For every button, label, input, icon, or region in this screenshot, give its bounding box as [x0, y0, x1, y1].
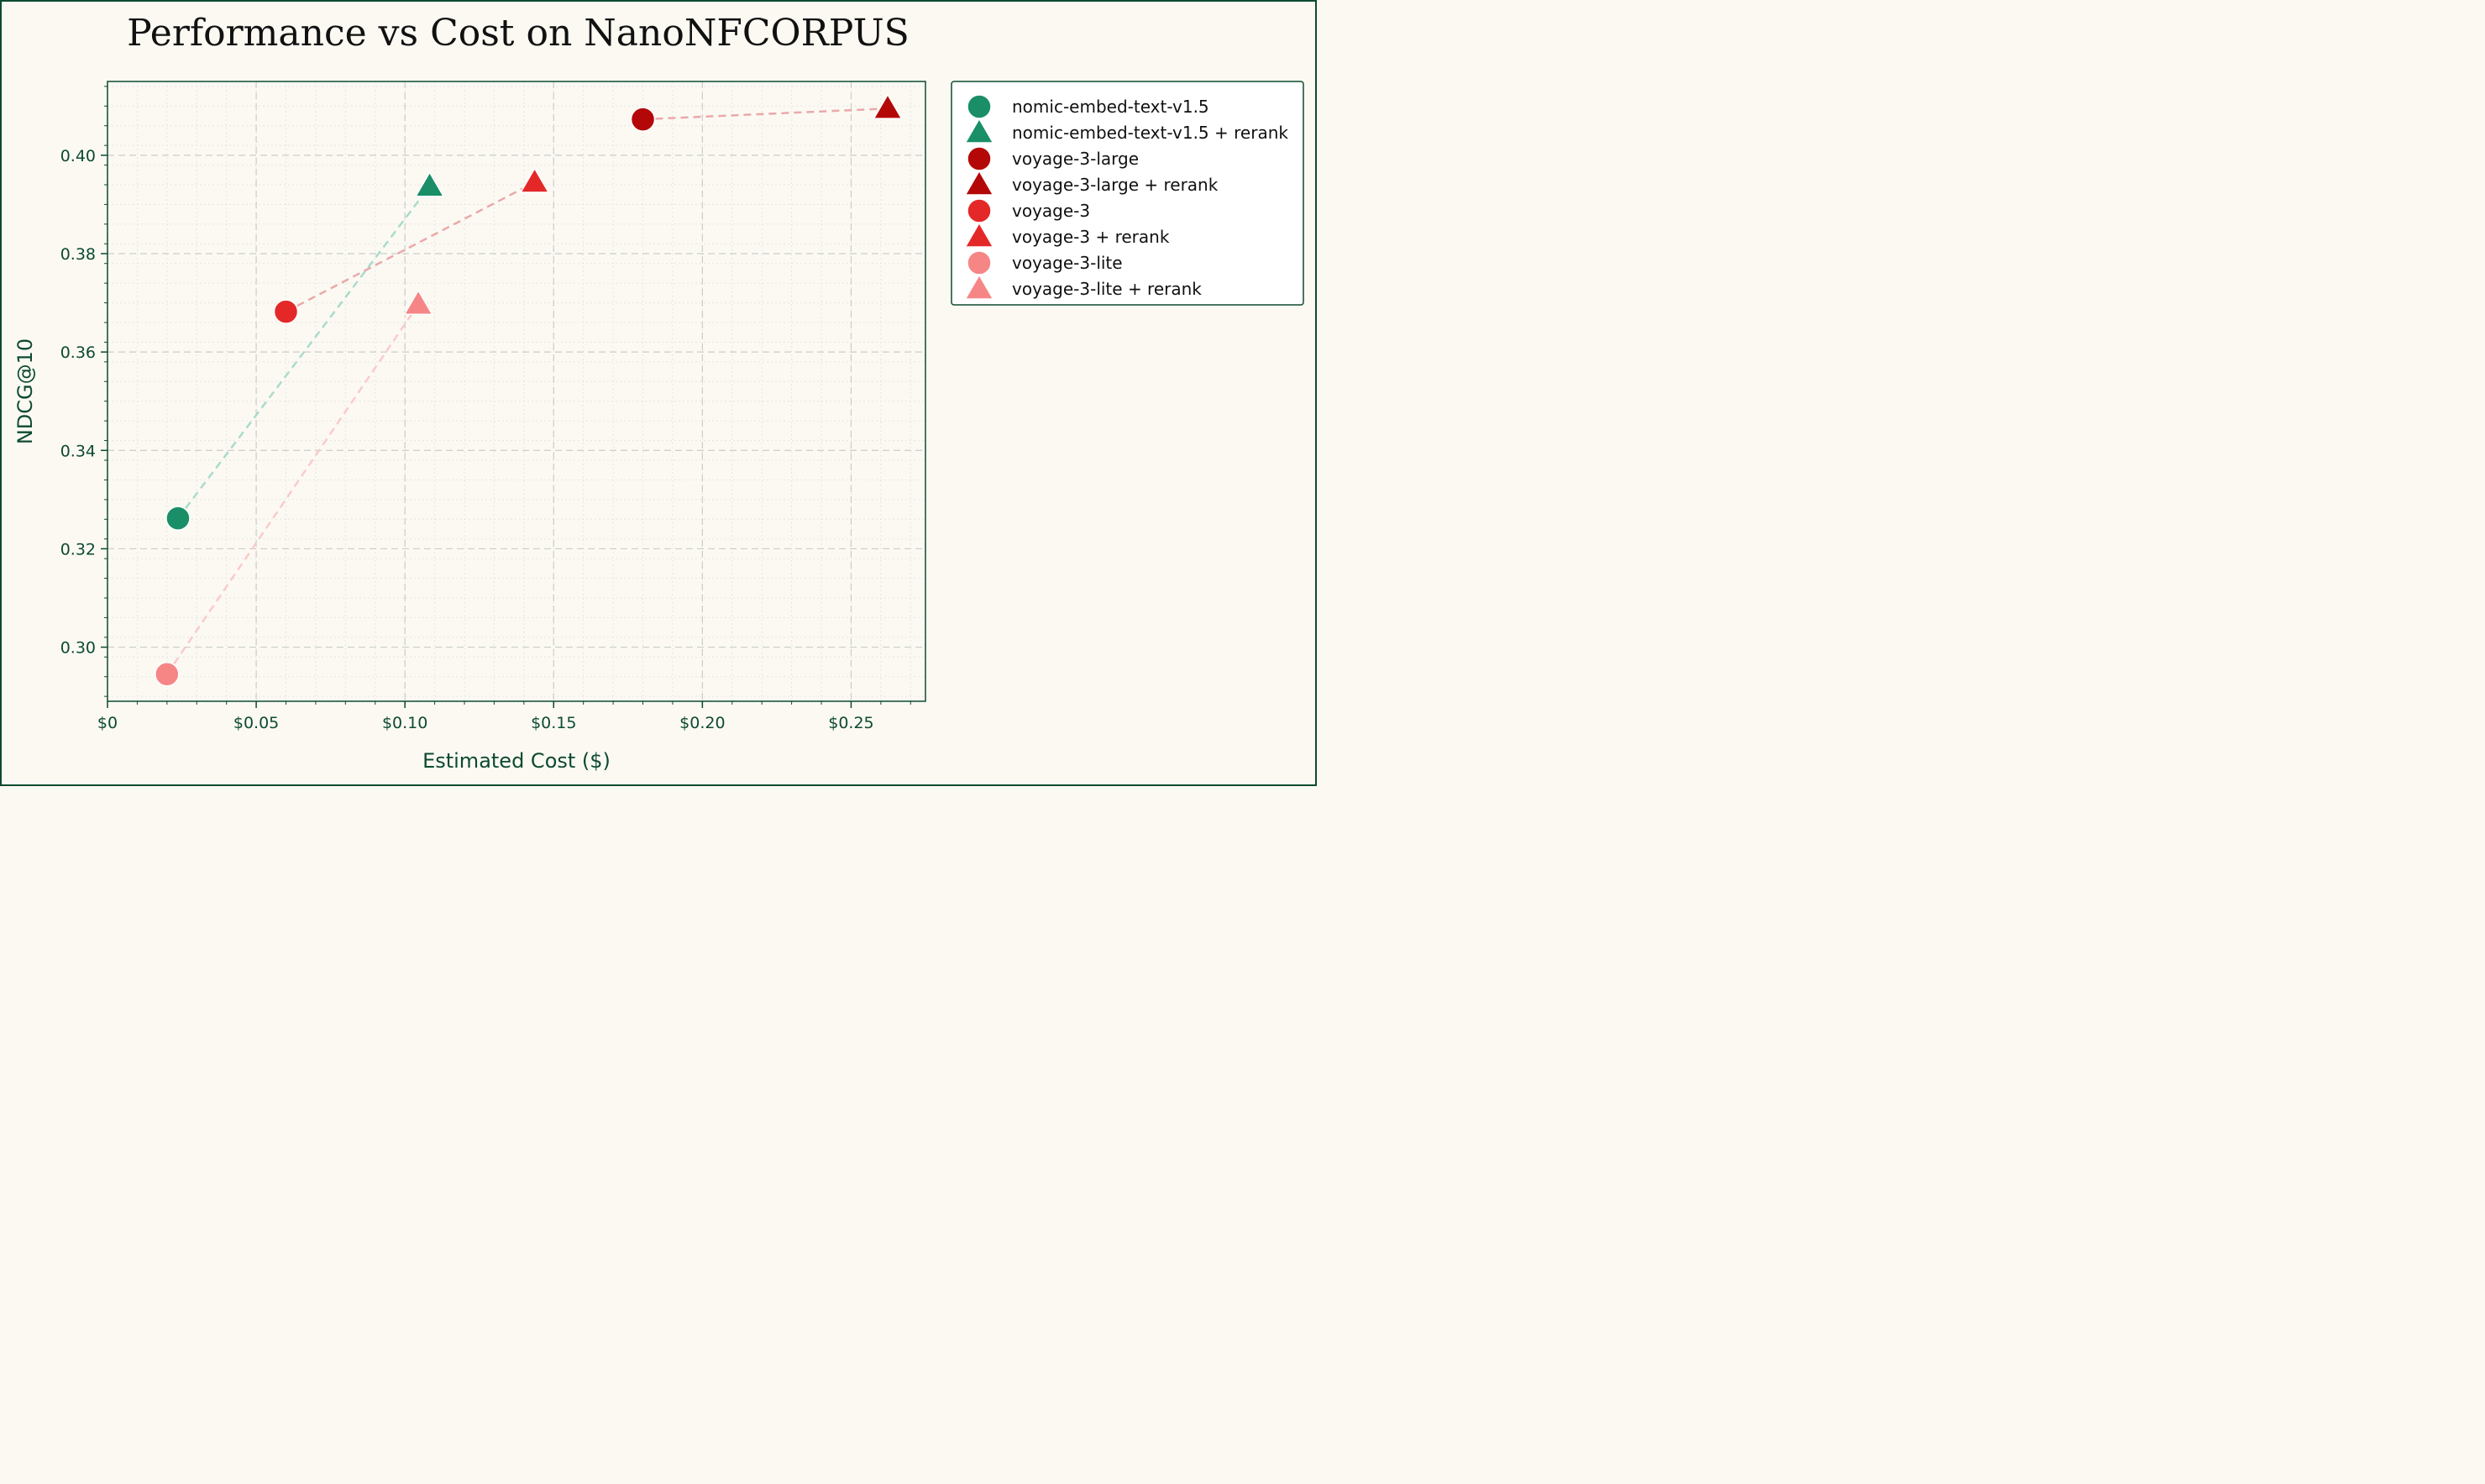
- data-point-triangle: [403, 289, 433, 316]
- legend-marker-triangle: [964, 274, 994, 300]
- legend-box: [951, 81, 1304, 306]
- legend-label: nomic-embed-text-v1.5 + rerank: [1012, 123, 1288, 143]
- legend-marker-triangle: [964, 170, 994, 196]
- legend-marker-circle: [967, 146, 992, 171]
- x-tick-label: $0.25: [828, 714, 873, 732]
- y-tick-label: 0.30: [60, 639, 96, 658]
- legend: nomic-embed-text-v1.5 nomic-embed-text-v1…: [951, 81, 1304, 306]
- x-tick-label: $0.20: [679, 714, 725, 732]
- data-point-circle: [273, 299, 299, 324]
- connector-line: [165, 303, 420, 675]
- legend-marker-triangle: [964, 118, 994, 144]
- connector-line: [176, 186, 431, 519]
- y-tick-label: 0.40: [60, 147, 96, 165]
- connector-line: [642, 107, 889, 121]
- legend-label: voyage-3: [1012, 201, 1090, 221]
- scatter-chart: Performance vs Cost on NanoNFCORPUS $0 $0…: [13, 12, 1304, 773]
- legend-label: voyage-3 + rerank: [1012, 227, 1170, 247]
- legend-marker-circle: [967, 250, 992, 275]
- grid-minor: [107, 81, 925, 701]
- y-tick-label: 0.32: [60, 540, 96, 558]
- legend-marker-circle: [967, 198, 992, 223]
- x-tick-label: $0.05: [233, 714, 279, 732]
- y-tick-labels: 0.30 0.32 0.34 0.36 0.38 0.40: [60, 147, 96, 658]
- y-tick-label: 0.34: [60, 442, 96, 460]
- x-tick-label: $0.10: [382, 714, 427, 732]
- data-point-circle: [630, 107, 656, 132]
- data-point-triangle: [873, 93, 903, 119]
- legend-label: voyage-3-large + rerank: [1012, 175, 1219, 195]
- y-tick-label: 0.36: [60, 343, 96, 362]
- y-axis-label: NDCG@10: [13, 338, 37, 444]
- data-point-triangle: [414, 170, 445, 197]
- legend-label: voyage-3-large: [1012, 149, 1139, 169]
- legend-label: voyage-3-lite: [1012, 253, 1123, 273]
- y-tick-label: 0.38: [60, 245, 96, 264]
- grid-major: [107, 81, 925, 701]
- data-point-circle: [165, 506, 191, 531]
- legend-marker-triangle: [964, 222, 994, 248]
- x-tick-label: $0: [97, 714, 118, 732]
- data-point-circle: [155, 662, 180, 687]
- x-axis-label: Estimated Cost ($): [422, 749, 611, 773]
- axis-ticks: [101, 86, 911, 708]
- connector-lines: [165, 107, 889, 675]
- legend-label: nomic-embed-text-v1.5: [1012, 97, 1209, 117]
- x-tick-labels: $0 $0.05 $0.10 $0.15 $0.20 $0.25: [97, 714, 874, 732]
- legend-marker-circle: [967, 94, 992, 119]
- legend-label: voyage-3-lite + rerank: [1012, 279, 1202, 299]
- figure-frame: Performance vs Cost on NanoNFCORPUS $0 $0…: [0, 0, 1317, 786]
- x-tick-label: $0.15: [531, 714, 576, 732]
- data-points: [155, 93, 903, 687]
- chart-title: Performance vs Cost on NanoNFCORPUS: [127, 12, 910, 55]
- plot-area-frame: [107, 81, 926, 702]
- data-point-triangle: [519, 167, 550, 193]
- connector-line: [285, 181, 536, 313]
